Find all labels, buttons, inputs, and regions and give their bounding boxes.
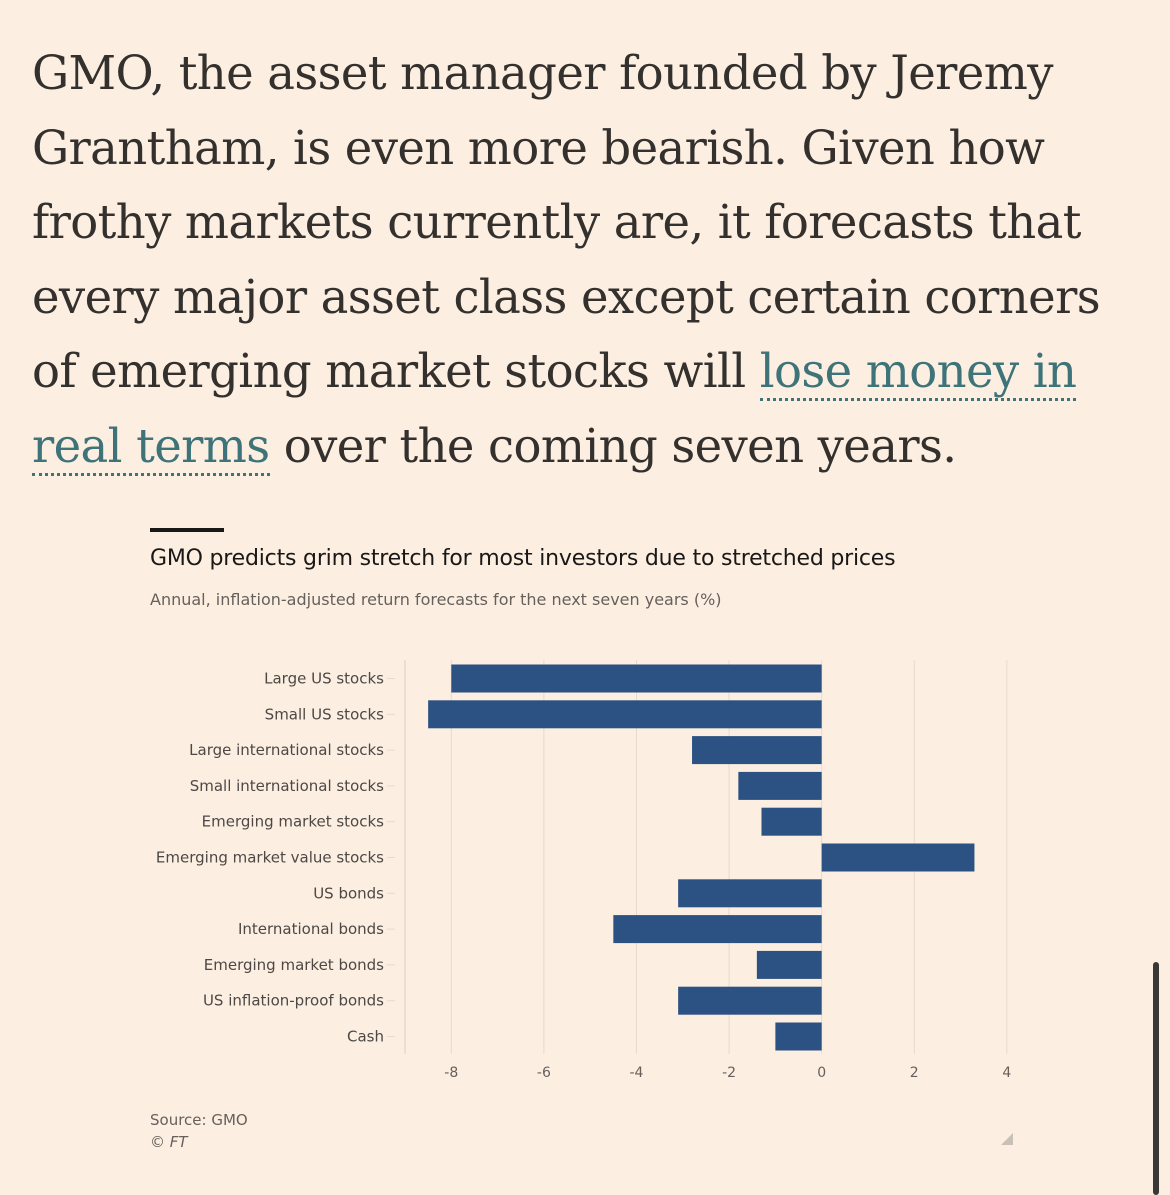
article-text-before-link: GMO, the asset manager founded by Jeremy…: [32, 46, 1101, 398]
copyright-text: © FT: [150, 1133, 188, 1151]
article-link[interactable]: lose money in real terms: [32, 344, 1077, 476]
category-label: Emerging market stocks: [202, 813, 385, 831]
bar: [678, 879, 822, 908]
article-paragraph: GMO, the asset manager founded by Jeremy…: [32, 36, 1132, 483]
bar: [451, 664, 822, 693]
category-label: Emerging market bonds: [204, 956, 384, 974]
chart-source: Source: GMO © FT: [150, 1109, 248, 1153]
chart-subtitle: Annual, inflation-adjusted return foreca…: [150, 590, 722, 609]
bar: [761, 807, 822, 836]
x-tick-label: 4: [1002, 1065, 1011, 1081]
x-tick-label: -8: [444, 1065, 458, 1081]
category-label: Cash: [347, 1028, 384, 1046]
category-label: Emerging market value stocks: [156, 849, 384, 867]
category-label: International bonds: [238, 920, 384, 938]
chart-top-rule: [150, 528, 224, 532]
category-label: Large US stocks: [264, 670, 384, 688]
x-tick-label: -4: [629, 1065, 643, 1081]
chart-x-tick-labels: -8 -6 -4 -2 0 2 4: [444, 1065, 1011, 1081]
category-label: Small international stocks: [190, 777, 384, 795]
bar: [738, 771, 822, 800]
category-label: Small US stocks: [265, 705, 385, 723]
x-tick-label: 2: [910, 1065, 919, 1081]
article-text-after-link: over the coming seven years.: [269, 418, 957, 473]
bar: [428, 700, 822, 729]
x-tick-label: -2: [722, 1065, 736, 1081]
category-label: US bonds: [313, 884, 384, 902]
bar: [613, 915, 822, 944]
bar: [775, 1022, 822, 1051]
source-text: Source: GMO: [150, 1111, 248, 1129]
scrollbar[interactable]: [1153, 962, 1159, 1195]
bar: [756, 950, 822, 979]
chart-category-labels: Large US stocks Small US stocks Large inte…: [156, 670, 384, 1046]
x-tick-label: 0: [817, 1065, 826, 1081]
bar: [678, 986, 822, 1015]
chart-title: GMO predicts grim stretch for most inves…: [150, 546, 896, 571]
x-tick-label: -6: [537, 1065, 551, 1081]
expand-icon[interactable]: [1000, 1132, 1014, 1146]
bar: [821, 843, 975, 872]
category-label: US inflation-proof bonds: [203, 992, 384, 1010]
chart-bars: [428, 664, 975, 1051]
bar: [692, 736, 822, 765]
category-label: Large international stocks: [189, 741, 384, 759]
bar-chart: Large US stocks Small US stocks Large inte…: [156, 660, 1011, 1081]
